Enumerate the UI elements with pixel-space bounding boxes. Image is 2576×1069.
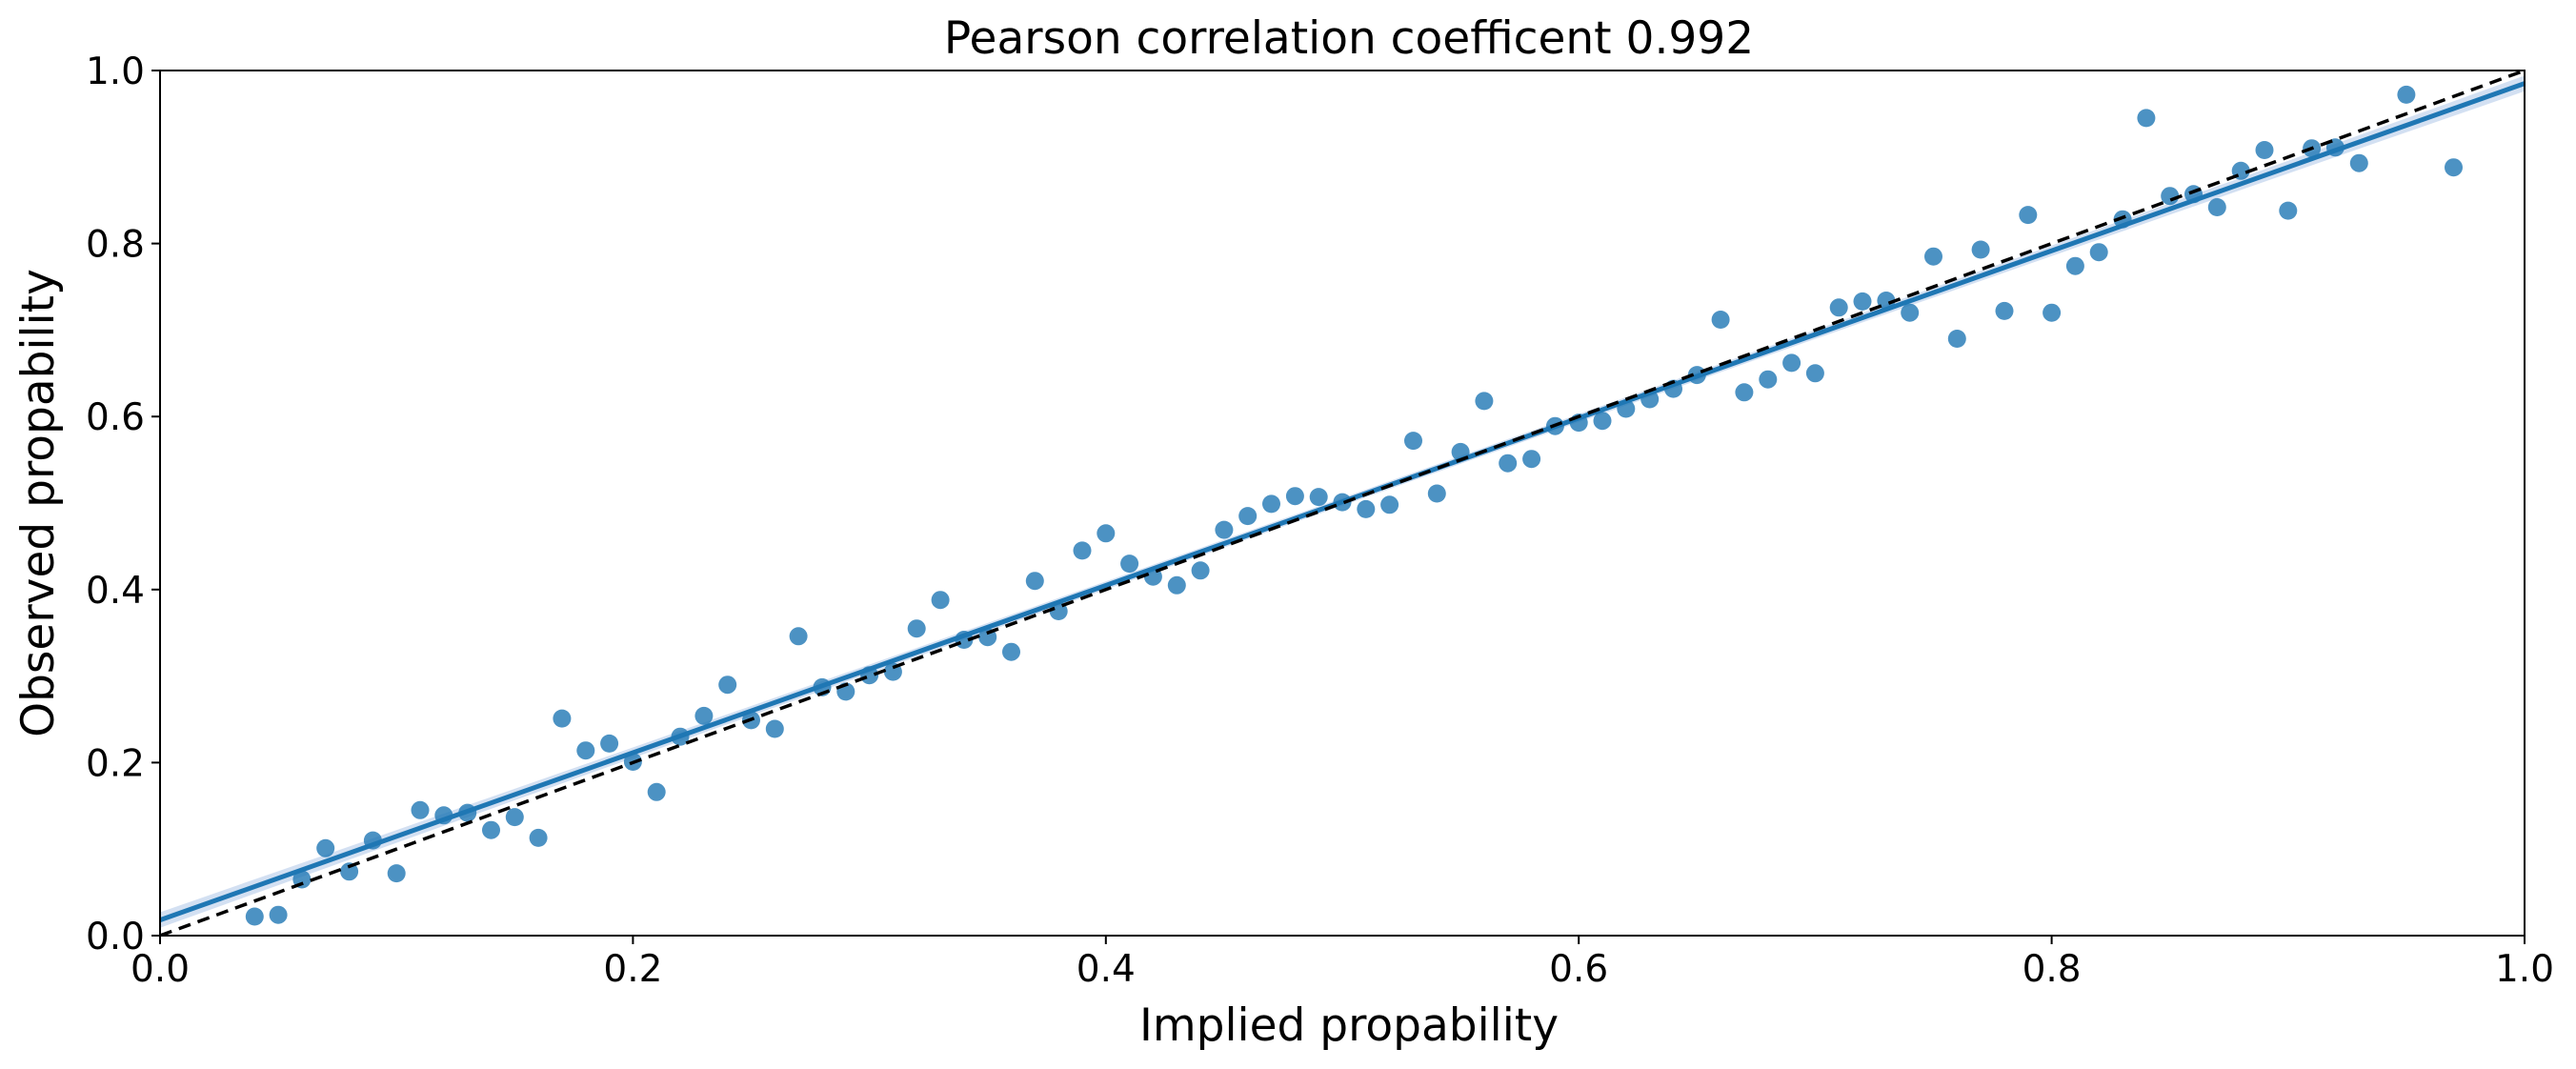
data-point: [1191, 561, 1210, 580]
data-point: [245, 907, 264, 926]
data-point: [1357, 499, 1376, 518]
data-point: [2445, 158, 2463, 177]
x-tick-label: 0.6: [1549, 948, 1608, 991]
data-point: [2019, 206, 2038, 225]
y-tick-label: 0.4: [86, 570, 145, 613]
data-point: [1380, 495, 1399, 514]
data-point: [1924, 247, 1942, 266]
data-point: [2397, 85, 2416, 104]
x-axis-label: Implied propability: [1139, 999, 1559, 1052]
data-point: [1853, 292, 1872, 311]
data-point: [2043, 303, 2062, 322]
data-point: [1097, 524, 1116, 543]
data-point: [1805, 364, 1824, 383]
data-point: [765, 719, 784, 738]
data-point: [1782, 353, 1801, 373]
data-point: [1309, 488, 1328, 507]
y-tick-label: 0.6: [86, 396, 145, 439]
data-point: [411, 800, 430, 819]
plot-area: 0.0 0.2 0.4 0.6 0.8 1.0 0.0 0.2 0.4 0.6 0.8 1.0: [86, 50, 2554, 991]
x-tick-label: 0.2: [603, 948, 662, 991]
data-point: [1238, 507, 1258, 526]
data-point: [2161, 187, 2180, 206]
data-point: [2065, 256, 2084, 275]
y-tick-label: 0.2: [86, 742, 145, 785]
data-point: [340, 862, 359, 881]
axes-frame: [159, 70, 2526, 937]
data-point: [789, 627, 808, 646]
data-point: [600, 734, 619, 753]
data-point: [694, 706, 714, 725]
data-point: [2349, 153, 2368, 172]
data-point: [1262, 494, 1280, 514]
data-point: [1522, 450, 1541, 469]
x-tick-label: 0.4: [1077, 948, 1136, 991]
regression-line: [160, 81, 2525, 923]
data-point: [553, 709, 572, 728]
data-point: [2137, 109, 2156, 128]
data-point: [387, 864, 406, 883]
chart-title: Pearson correlation coefficent 0.992: [944, 12, 1754, 65]
data-point: [931, 591, 950, 610]
data-point: [1759, 370, 1778, 389]
data-point: [1073, 541, 1092, 560]
data-point: [2207, 198, 2226, 216]
data-point: [1215, 520, 1234, 539]
y-tick-label: 0.0: [86, 916, 145, 958]
data-point: [482, 820, 500, 839]
x-tick-label: 1.0: [2495, 948, 2554, 991]
data-point: [1167, 575, 1186, 595]
data-point: [2089, 243, 2108, 262]
data-point: [1427, 484, 1446, 503]
data-point: [718, 676, 737, 695]
data-point: [1735, 383, 1754, 402]
x-tick-label: 0.8: [2023, 948, 2082, 991]
y-axis-label: Observed propability: [12, 269, 65, 737]
data-point: [2279, 201, 2298, 220]
y-tick-label: 1.0: [86, 50, 145, 93]
data-point: [647, 782, 666, 801]
data-point: [2255, 141, 2274, 159]
data-point: [1829, 298, 1848, 317]
data-point: [505, 808, 524, 827]
data-point: [576, 741, 595, 760]
data-point: [1499, 454, 1518, 473]
data-point: [1002, 642, 1020, 661]
data-point: [1120, 555, 1139, 574]
data-point: [1877, 292, 1896, 310]
data-point: [1285, 487, 1304, 506]
data-point: [1593, 412, 1612, 431]
data-point: [1947, 330, 1966, 348]
data-point: [1971, 240, 1990, 259]
data-point: [1995, 301, 2014, 320]
data-point: [907, 619, 926, 638]
data-point: [1475, 392, 1494, 411]
y-tick-label: 0.8: [86, 224, 145, 267]
data-point: [316, 838, 335, 857]
data-point: [269, 905, 288, 924]
data-point: [1404, 432, 1422, 451]
plot-content: [160, 71, 2525, 936]
data-point: [1901, 303, 1920, 322]
data-point: [1025, 572, 1044, 591]
data-point: [529, 828, 548, 847]
data-point: [1711, 311, 1730, 329]
x-tick-label: 0.0: [131, 948, 190, 991]
